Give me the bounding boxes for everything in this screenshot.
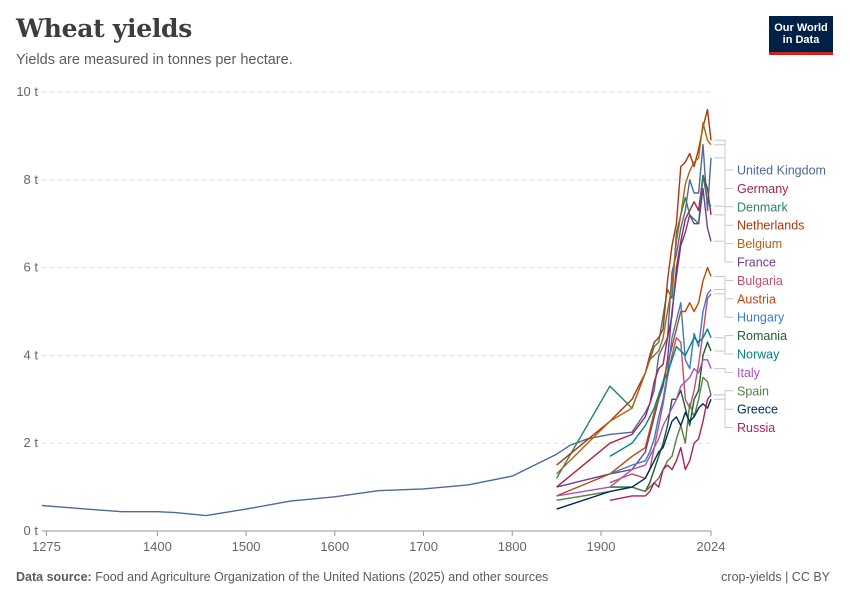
series-line[interactable] xyxy=(556,376,712,501)
series-label[interactable]: Denmark xyxy=(737,200,788,214)
x-tick-label: 1600 xyxy=(320,539,349,554)
x-tick-label: 1700 xyxy=(409,539,438,554)
x-axis: 1275 1400 1500 1600 1700 1800 1900 2024 xyxy=(32,531,725,554)
series-labels: United Kingdom Germany Denmark Netherlands B… xyxy=(714,139,826,435)
footer-source: Data source: Food and Agriculture Organi… xyxy=(16,570,548,584)
x-tick-label: 1500 xyxy=(232,539,261,554)
x-tick-label: 2024 xyxy=(697,539,726,554)
footer-license[interactable]: crop-yields | CC BY xyxy=(721,570,830,584)
series-lines xyxy=(41,108,712,517)
label-connector xyxy=(714,139,733,226)
label-connector xyxy=(714,279,733,295)
label-connector xyxy=(714,187,733,216)
series-label[interactable]: Romania xyxy=(737,329,787,343)
series-line[interactable] xyxy=(556,399,712,510)
label-connector xyxy=(714,368,733,373)
x-tick-label: 1800 xyxy=(498,539,527,554)
series-line[interactable] xyxy=(556,108,712,466)
logo-line-1: Our World xyxy=(774,22,828,34)
series-line[interactable] xyxy=(609,341,712,493)
series-line[interactable] xyxy=(556,266,712,497)
series-line[interactable] xyxy=(41,143,712,517)
y-tick-label: 2 t xyxy=(24,435,39,450)
label-connector xyxy=(714,275,733,300)
chart-subtitle: Yields are measured in tonnes per hectar… xyxy=(16,52,293,68)
series-label[interactable]: Russia xyxy=(737,421,775,435)
y-tick-label: 4 t xyxy=(24,347,39,362)
chart-title: Wheat yields xyxy=(16,14,192,43)
grid-lines xyxy=(42,91,711,532)
x-tick-label: 1900 xyxy=(587,539,616,554)
label-connector xyxy=(714,157,733,171)
label-connector xyxy=(714,289,733,318)
series-label[interactable]: Norway xyxy=(737,348,780,362)
label-connector xyxy=(714,240,733,263)
label-connector xyxy=(714,144,733,245)
series-label[interactable]: Austria xyxy=(737,292,776,306)
series-label[interactable]: Belgium xyxy=(737,237,782,251)
owid-logo[interactable]: Our World in Data xyxy=(769,16,833,55)
x-tick-label: 1275 xyxy=(32,539,61,554)
label-connector xyxy=(714,390,733,396)
y-tick-label: 6 t xyxy=(24,260,39,275)
series-line[interactable] xyxy=(609,328,712,458)
y-tick-label: 8 t xyxy=(24,172,39,187)
series-label[interactable]: Greece xyxy=(737,403,778,417)
series-label[interactable]: Bulgaria xyxy=(737,274,783,288)
source-label: Data source: xyxy=(16,570,92,584)
series-label[interactable]: United Kingdom xyxy=(737,164,826,178)
series-label[interactable]: Italy xyxy=(737,366,761,380)
label-connector xyxy=(714,337,733,355)
label-connector xyxy=(714,394,733,429)
series-line[interactable] xyxy=(556,121,712,475)
series-label[interactable]: Netherlands xyxy=(737,219,804,233)
y-tick-label: 0 t xyxy=(24,523,39,538)
label-connector xyxy=(714,398,733,410)
series-label[interactable]: Spain xyxy=(737,384,769,398)
series-line[interactable] xyxy=(556,359,712,497)
source-text[interactable]: Food and Agriculture Organization of the… xyxy=(95,570,549,584)
series-label[interactable]: France xyxy=(737,256,776,270)
y-tick-label: 10 t xyxy=(16,84,38,99)
logo-line-2: in Data xyxy=(782,34,820,46)
series-line[interactable] xyxy=(556,187,712,488)
series-line[interactable] xyxy=(609,394,712,501)
x-tick-label: 1400 xyxy=(143,539,172,554)
series-label[interactable]: Hungary xyxy=(737,311,785,325)
label-connector xyxy=(714,205,733,208)
series-label[interactable]: Germany xyxy=(737,182,789,196)
y-axis: 0 t 2 t 4 t 6 t 8 t 10 t xyxy=(16,84,38,538)
